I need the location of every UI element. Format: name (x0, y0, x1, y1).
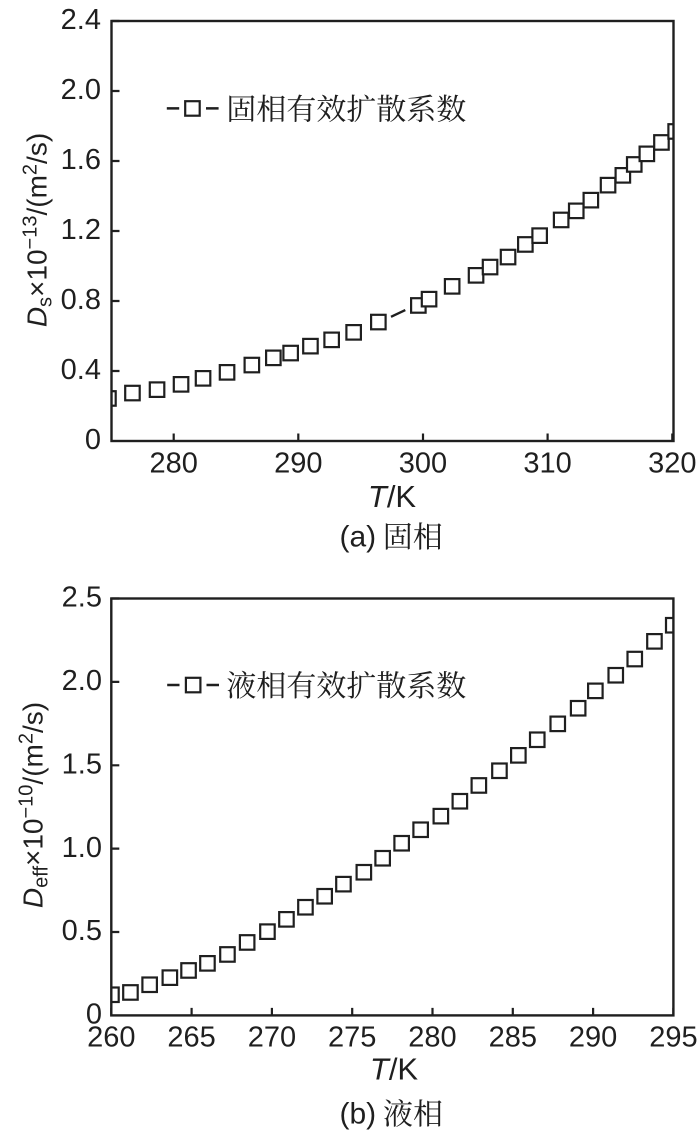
svg-text:2.0: 2.0 (61, 74, 101, 106)
svg-text:2.4: 2.4 (61, 4, 101, 36)
svg-text:1.0: 1.0 (62, 832, 102, 864)
svg-text:2.5: 2.5 (62, 582, 102, 614)
svg-text:260: 260 (87, 1022, 135, 1054)
svg-text:0: 0 (86, 999, 102, 1031)
svg-text:290: 290 (569, 1022, 617, 1054)
svg-text:1.6: 1.6 (61, 144, 101, 176)
svg-text:0.5: 0.5 (62, 915, 102, 947)
svg-text:270: 270 (248, 1022, 296, 1054)
svg-text:(b): (b) (340, 1098, 377, 1131)
svg-text:1.5: 1.5 (62, 749, 102, 781)
svg-text:1.2: 1.2 (61, 214, 101, 246)
svg-text:0.8: 0.8 (61, 284, 101, 316)
svg-text:290: 290 (274, 447, 322, 479)
svg-text:0: 0 (85, 424, 101, 456)
svg-text:Ds×10−13/(m2/s): Ds×10−13/(m2/s) (20, 133, 57, 327)
svg-text:2.0: 2.0 (62, 665, 102, 697)
svg-text:285: 285 (489, 1022, 537, 1054)
svg-text:265: 265 (167, 1022, 215, 1054)
svg-text:295: 295 (649, 1022, 697, 1054)
svg-text:Deff×10−10/(m2/s): Deff×10−10/(m2/s) (16, 702, 53, 908)
svg-text:(a): (a) (340, 521, 377, 554)
svg-text:300: 300 (399, 447, 447, 479)
svg-text:0.4: 0.4 (61, 354, 101, 386)
svg-text:T/K: T/K (370, 1052, 419, 1087)
svg-text:320: 320 (648, 447, 696, 479)
svg-text:T/K: T/K (368, 479, 417, 514)
svg-text:310: 310 (523, 447, 571, 479)
svg-text:280: 280 (150, 447, 198, 479)
svg-text:275: 275 (328, 1022, 376, 1054)
svg-text:280: 280 (408, 1022, 456, 1054)
